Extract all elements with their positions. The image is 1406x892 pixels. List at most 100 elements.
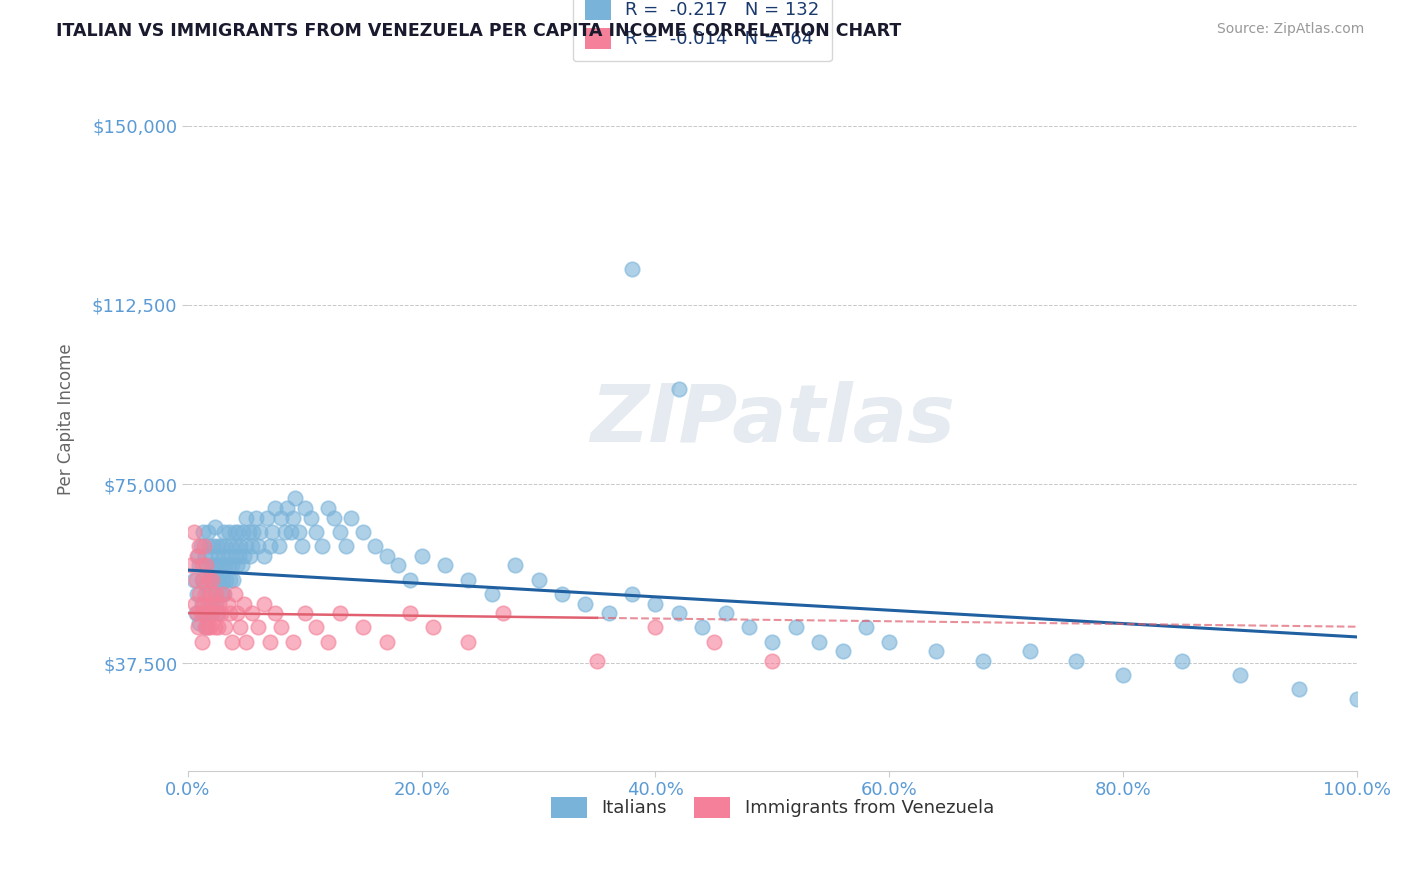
Point — [191, 634, 214, 648]
Point — [211, 549, 233, 563]
Point — [291, 539, 314, 553]
Point — [188, 615, 211, 630]
Point — [198, 606, 221, 620]
Point — [217, 549, 239, 563]
Y-axis label: Per Capita Income: Per Capita Income — [58, 343, 75, 495]
Point — [207, 620, 229, 634]
Point — [690, 620, 713, 634]
Point — [218, 524, 240, 539]
Point — [668, 382, 690, 396]
Point — [242, 524, 264, 539]
Point — [785, 620, 807, 634]
Point — [1346, 692, 1368, 706]
Point — [198, 539, 221, 553]
Point — [411, 549, 433, 563]
Point — [194, 577, 217, 591]
Point — [211, 573, 233, 587]
Point — [191, 597, 214, 611]
Point — [761, 654, 783, 668]
Point — [714, 606, 737, 620]
Point — [235, 634, 257, 648]
Point — [202, 539, 225, 553]
Point — [190, 539, 212, 553]
Point — [972, 654, 994, 668]
Point — [218, 606, 240, 620]
Point — [221, 634, 243, 648]
Point — [214, 558, 236, 573]
Point — [322, 510, 344, 524]
Point — [245, 510, 267, 524]
Point — [212, 524, 235, 539]
Point — [879, 634, 901, 648]
Point — [224, 587, 246, 601]
Point — [212, 587, 235, 601]
Point — [264, 606, 287, 620]
Point — [205, 587, 228, 601]
Point — [586, 654, 609, 668]
Point — [222, 573, 245, 587]
Point — [201, 573, 224, 587]
Point — [229, 620, 252, 634]
Point — [226, 524, 249, 539]
Point — [433, 558, 456, 573]
Point — [316, 500, 339, 515]
Point — [201, 606, 224, 620]
Point — [232, 524, 254, 539]
Point — [197, 620, 219, 634]
Text: ZIPatlas: ZIPatlas — [591, 381, 955, 458]
Point — [644, 597, 666, 611]
Point — [191, 558, 214, 573]
Point — [186, 587, 208, 601]
Point — [188, 587, 211, 601]
Point — [280, 524, 302, 539]
Point — [208, 573, 231, 587]
Point — [194, 587, 217, 601]
Point — [187, 549, 209, 563]
Point — [195, 606, 218, 620]
Point — [219, 539, 242, 553]
Point — [195, 620, 218, 634]
Point — [238, 524, 260, 539]
Point — [217, 597, 239, 611]
Point — [253, 549, 276, 563]
Point — [925, 644, 948, 658]
Point — [253, 597, 276, 611]
Point — [240, 606, 263, 620]
Point — [198, 567, 221, 582]
Point — [503, 558, 526, 573]
Point — [184, 573, 207, 587]
Point — [207, 606, 229, 620]
Point — [246, 620, 269, 634]
Text: Source: ZipAtlas.com: Source: ZipAtlas.com — [1216, 22, 1364, 37]
Point — [204, 620, 226, 634]
Point — [205, 573, 228, 587]
Point — [264, 500, 287, 515]
Point — [311, 539, 333, 553]
Point — [208, 597, 231, 611]
Point — [191, 597, 214, 611]
Point — [198, 573, 221, 587]
Point — [195, 558, 218, 573]
Point — [761, 634, 783, 648]
Point — [329, 606, 352, 620]
Point — [1018, 644, 1040, 658]
Point — [221, 558, 243, 573]
Point — [180, 558, 202, 573]
Point — [205, 558, 228, 573]
Point — [399, 573, 422, 587]
Point — [232, 549, 254, 563]
Point — [225, 539, 247, 553]
Point — [621, 587, 644, 601]
Point — [194, 549, 217, 563]
Point — [375, 549, 398, 563]
Point — [422, 620, 444, 634]
Point — [294, 500, 316, 515]
Point — [399, 606, 422, 620]
Point — [270, 510, 292, 524]
Point — [200, 587, 222, 601]
Point — [214, 620, 236, 634]
Point — [209, 587, 232, 601]
Point — [202, 597, 225, 611]
Point — [1112, 668, 1135, 682]
Point — [267, 539, 290, 553]
